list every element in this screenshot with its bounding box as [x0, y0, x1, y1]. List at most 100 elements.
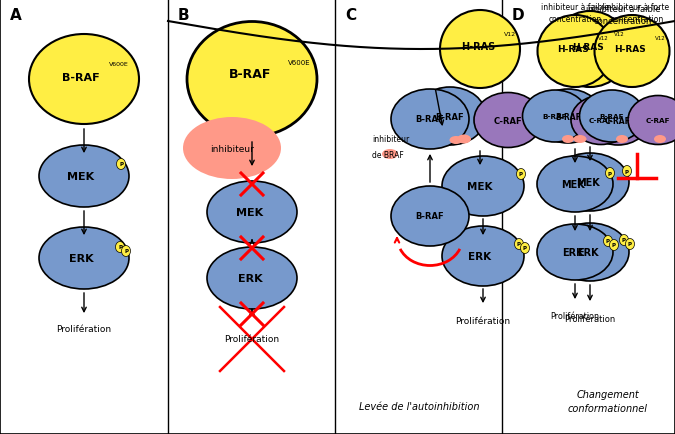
- Text: B-RAF: B-RAF: [62, 73, 100, 83]
- Ellipse shape: [457, 135, 471, 144]
- Text: C-RAF: C-RAF: [646, 118, 670, 124]
- Ellipse shape: [605, 168, 614, 179]
- Ellipse shape: [187, 23, 317, 137]
- Text: P: P: [519, 172, 523, 177]
- Text: A: A: [10, 7, 22, 23]
- Text: V12: V12: [655, 36, 666, 40]
- Text: concentration: concentration: [610, 16, 664, 24]
- Text: Prolifération: Prolifération: [224, 335, 279, 344]
- Text: B-RAF: B-RAF: [435, 112, 464, 121]
- Ellipse shape: [207, 247, 297, 309]
- Ellipse shape: [534, 90, 602, 144]
- Text: MEK: MEK: [467, 181, 493, 191]
- Ellipse shape: [571, 96, 631, 145]
- Ellipse shape: [442, 157, 524, 217]
- Text: P: P: [625, 169, 629, 174]
- Ellipse shape: [551, 12, 629, 88]
- Text: Changement: Changement: [576, 389, 639, 399]
- Text: inhibiteur: inhibiteur: [372, 135, 409, 144]
- Ellipse shape: [474, 93, 542, 148]
- Text: C: C: [345, 7, 356, 23]
- Text: P: P: [622, 238, 626, 243]
- Text: MEK: MEK: [561, 180, 585, 190]
- Ellipse shape: [628, 96, 675, 145]
- Ellipse shape: [603, 236, 612, 247]
- Text: P: P: [523, 246, 527, 251]
- Text: C-RAF: C-RAF: [605, 116, 631, 125]
- Ellipse shape: [562, 136, 574, 144]
- Ellipse shape: [622, 166, 632, 177]
- Ellipse shape: [626, 239, 634, 250]
- Ellipse shape: [516, 169, 526, 180]
- Text: P: P: [612, 243, 616, 248]
- Text: H-RAS: H-RAS: [572, 43, 604, 51]
- Text: ERK: ERK: [562, 247, 584, 257]
- Text: inhibiteur: inhibiteur: [210, 144, 254, 153]
- Text: concentration: concentration: [594, 17, 652, 26]
- Text: V600E: V600E: [288, 60, 311, 66]
- Text: de BRAF: de BRAF: [372, 150, 404, 159]
- Text: Prolifération: Prolifération: [57, 325, 111, 334]
- Ellipse shape: [440, 11, 520, 89]
- Text: Prolifération: Prolifération: [564, 315, 616, 324]
- Ellipse shape: [442, 227, 524, 286]
- Text: B-RAF: B-RAF: [600, 114, 624, 120]
- Text: B-RAF: B-RAF: [416, 212, 444, 221]
- Ellipse shape: [450, 137, 462, 145]
- Text: Prolifération: Prolifération: [551, 312, 599, 321]
- Text: Levée de l'autoinhibition: Levée de l'autoinhibition: [358, 401, 479, 411]
- Text: B: B: [178, 7, 190, 23]
- Text: P: P: [608, 171, 612, 176]
- Ellipse shape: [587, 96, 649, 146]
- Ellipse shape: [29, 35, 139, 125]
- Ellipse shape: [595, 16, 670, 88]
- Text: D: D: [512, 7, 524, 23]
- Text: H-RAS: H-RAS: [614, 44, 646, 53]
- Text: ERK: ERK: [69, 253, 93, 263]
- Ellipse shape: [514, 239, 524, 250]
- Ellipse shape: [391, 187, 469, 247]
- Ellipse shape: [537, 16, 612, 88]
- Ellipse shape: [414, 88, 486, 146]
- Ellipse shape: [391, 90, 469, 150]
- Text: V600E: V600E: [109, 62, 129, 67]
- Text: inhibiteur à faible: inhibiteur à faible: [541, 3, 609, 13]
- Ellipse shape: [551, 154, 629, 211]
- Text: P: P: [606, 239, 610, 244]
- Ellipse shape: [207, 181, 297, 243]
- Text: B-RAF: B-RAF: [416, 115, 444, 124]
- Text: V12: V12: [504, 33, 516, 37]
- Ellipse shape: [537, 157, 613, 213]
- Ellipse shape: [574, 136, 587, 144]
- Ellipse shape: [183, 118, 281, 180]
- Ellipse shape: [39, 146, 129, 207]
- Text: MEK: MEK: [576, 178, 600, 187]
- Text: P: P: [118, 245, 122, 250]
- Ellipse shape: [122, 246, 130, 257]
- Text: H-RAS: H-RAS: [461, 42, 495, 52]
- Text: C-RAF: C-RAF: [493, 116, 522, 125]
- Ellipse shape: [654, 136, 666, 144]
- Ellipse shape: [520, 243, 529, 254]
- Ellipse shape: [117, 159, 126, 170]
- Text: ERK: ERK: [238, 273, 263, 283]
- Text: C-RAF: C-RAF: [589, 118, 614, 124]
- Ellipse shape: [522, 91, 587, 143]
- Text: conformationnel: conformationnel: [568, 403, 648, 413]
- Text: H-RAS: H-RAS: [557, 44, 589, 53]
- Ellipse shape: [616, 136, 628, 144]
- Text: concentration: concentration: [548, 16, 601, 24]
- Text: inhibiteur à forte: inhibiteur à forte: [604, 3, 670, 13]
- Ellipse shape: [115, 242, 124, 253]
- Text: P: P: [628, 242, 632, 247]
- Text: MEK: MEK: [68, 171, 94, 181]
- Text: Prolifération: Prolifération: [456, 317, 510, 326]
- Text: B-RAF: B-RAF: [229, 68, 271, 81]
- Ellipse shape: [551, 224, 629, 281]
- Text: ERK: ERK: [577, 247, 599, 257]
- Text: P: P: [517, 242, 521, 247]
- Text: MEK: MEK: [236, 207, 263, 217]
- Ellipse shape: [537, 224, 613, 280]
- Text: inhibiteur à faible: inhibiteur à faible: [586, 6, 660, 14]
- Ellipse shape: [610, 240, 618, 251]
